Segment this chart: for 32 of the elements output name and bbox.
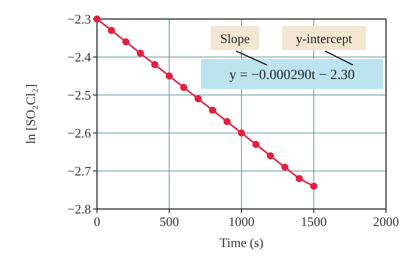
- point: [180, 84, 188, 91]
- annotation: y = −0.000290t − 2.30: [229, 68, 355, 83]
- y-tick-label: −2.4: [67, 50, 92, 65]
- annotation: Slope: [220, 31, 250, 46]
- point: [281, 164, 288, 171]
- x-tick-label: 1500: [300, 214, 327, 229]
- point: [310, 182, 318, 190]
- point: [223, 118, 231, 126]
- y-tick-label: −2.6: [67, 126, 92, 141]
- point: [266, 152, 274, 160]
- point: [108, 26, 116, 34]
- x-tick-label: 500: [160, 214, 179, 229]
- point: [238, 129, 246, 137]
- y-tick-label: −2.5: [67, 88, 91, 103]
- x-tick-label: 0: [94, 214, 100, 229]
- y-tick-label: −2.8: [67, 202, 91, 217]
- point: [296, 175, 303, 182]
- point: [252, 140, 260, 148]
- x-axis-title: Time (s): [220, 235, 264, 250]
- annotation: y-intercept: [296, 31, 353, 46]
- point: [136, 50, 144, 57]
- y-axis-title: ln [SO₂Cl₂]: [23, 84, 38, 144]
- x-tick-label: 2000: [373, 214, 399, 229]
- point: [209, 106, 216, 114]
- point: [166, 72, 173, 80]
- point: [93, 15, 101, 23]
- point: [151, 61, 158, 68]
- point: [194, 95, 202, 102]
- x-tick-label: 1000: [228, 214, 254, 229]
- y-tick-label: −2.3: [67, 12, 91, 27]
- point: [122, 38, 130, 46]
- y-tick-label: −2.7: [67, 164, 92, 179]
